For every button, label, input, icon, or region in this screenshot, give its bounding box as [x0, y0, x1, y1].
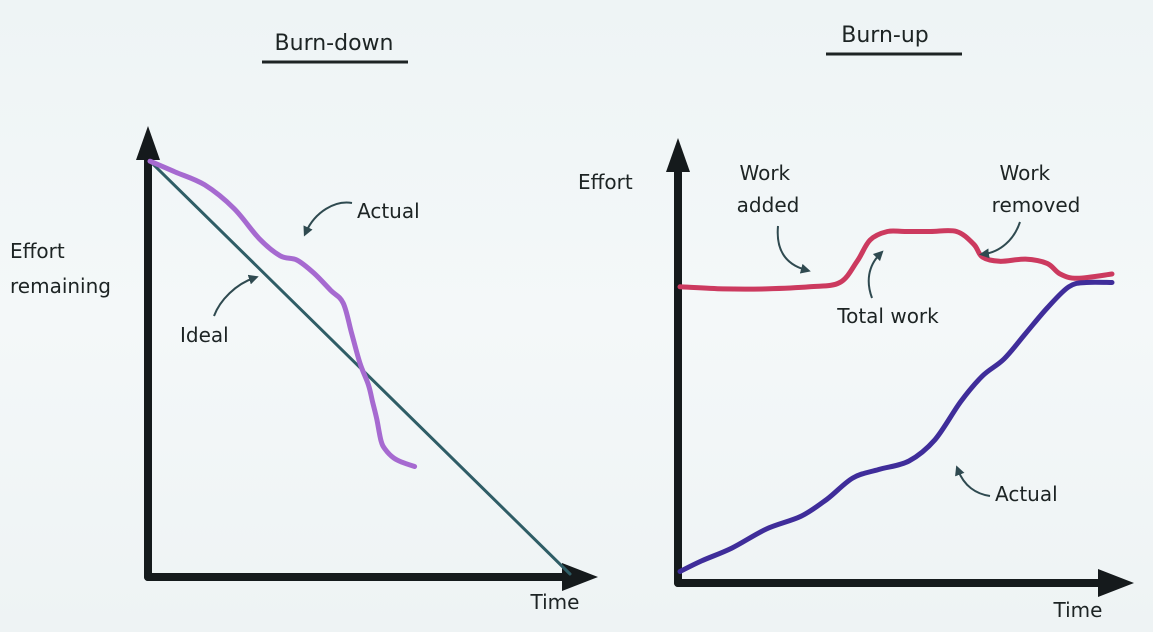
burn-up-y-arrow: [666, 138, 690, 172]
burn-up-panel: Burn-up Effort Time Work added Work remo…: [578, 23, 1134, 622]
burn-up-actual-annotation: Actual: [995, 482, 1058, 506]
work-added-line-2: added: [737, 193, 800, 217]
burn-down-x-label: Time: [530, 590, 580, 614]
burn-up-title: Burn-up: [841, 23, 928, 48]
burn-down-y-label: Effort remaining: [10, 239, 111, 298]
burn-down-y-label-line-1: Effort: [10, 239, 65, 263]
burn-up-y-label: Effort: [578, 170, 633, 194]
work-removed-line-1: Work: [999, 161, 1050, 185]
burn-up-x-label: Time: [1053, 598, 1103, 622]
total-work-annotation: Total work: [836, 304, 939, 328]
burn-up-x-arrow: [1098, 569, 1134, 597]
series-burn-up-actual-line: [677, 279, 1115, 574]
burn-down-ideal-pointer: [213, 274, 259, 317]
burn-up-actual-pointer: [955, 465, 991, 497]
work-removed-line-2: removed: [992, 193, 1081, 217]
burn-down-actual-annotation: Actual: [357, 199, 420, 223]
burn-down-x-arrow: [562, 563, 598, 591]
burn-down-panel: Burn-down Effort remaining Time Actual I…: [10, 31, 598, 614]
burn-down-title: Burn-down: [275, 31, 394, 56]
burn-down-y-arrow: [136, 126, 160, 160]
work-removed-annotation: Work removed: [992, 161, 1081, 217]
work-added-line-1: Work: [739, 161, 790, 185]
series-burn-down-actual-line: [147, 158, 418, 469]
work-added-annotation: Work added: [737, 161, 800, 217]
burn-down-actual-pointer: [303, 201, 353, 237]
work-removed-pointer: [979, 221, 1021, 259]
burn-down-y-label-line-2: remaining: [10, 274, 111, 298]
series-total-work-line: [677, 228, 1115, 292]
work-added-pointer: [776, 225, 811, 274]
burn-down-ideal-annotation: Ideal: [180, 323, 229, 347]
total-work-pointer: [867, 250, 884, 299]
